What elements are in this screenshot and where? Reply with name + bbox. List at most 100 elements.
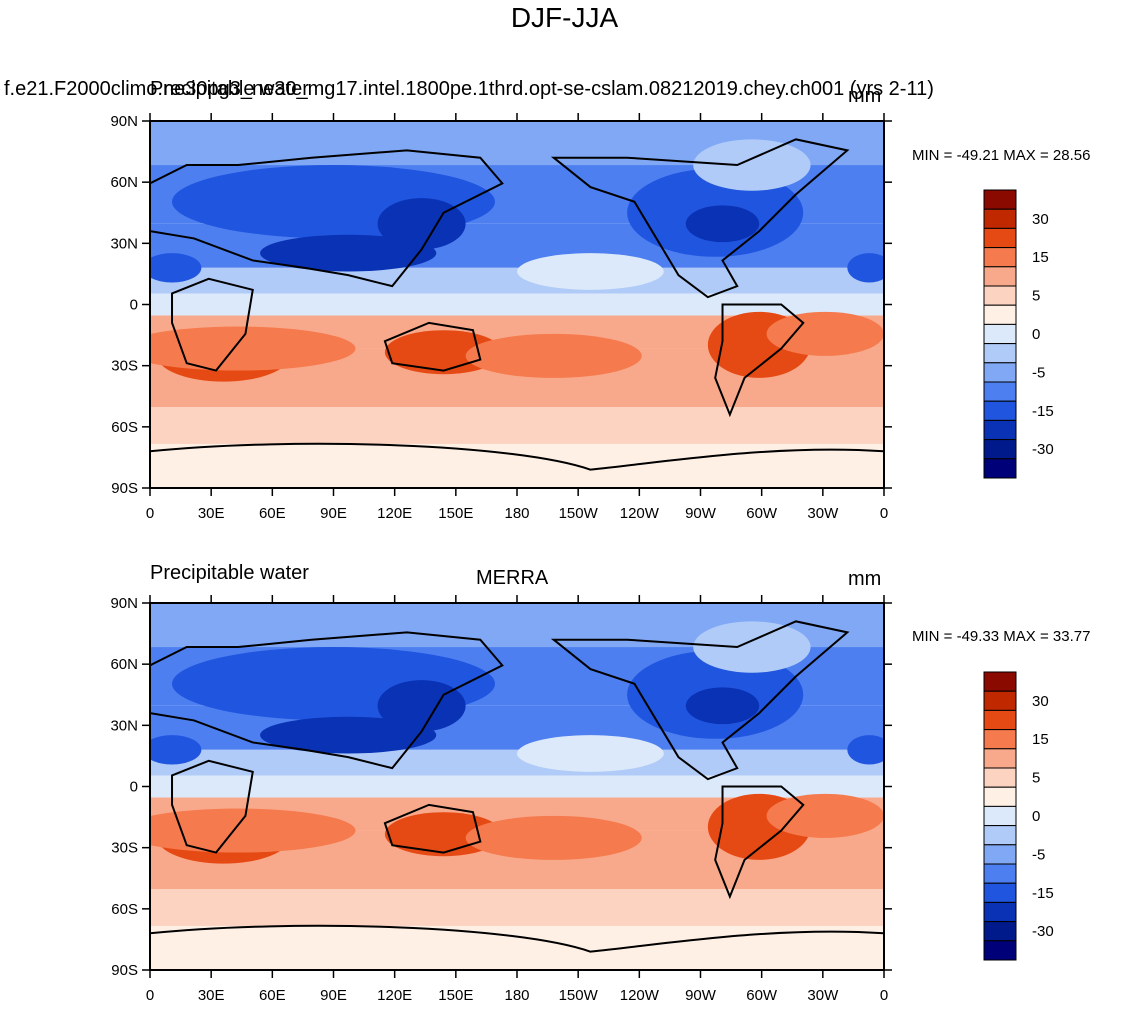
panel-1-center-label: f.e21.F2000climo.ne30pg3_ne30_mg17.intel…: [4, 78, 934, 100]
x-tick-label: 0: [146, 505, 154, 522]
figure-title: DJF-JJA: [510, 2, 619, 33]
colorbar-box: [983, 362, 1017, 383]
south-pacific-band: [465, 815, 642, 860]
colorbar-label: 5: [1032, 288, 1040, 305]
x-tick-label: 60W: [746, 505, 778, 522]
indian-ocean-band: [150, 326, 356, 371]
colorbar-box: [983, 921, 1017, 942]
indian-ocean-band: [150, 808, 356, 853]
x-tick-label: 120E: [377, 505, 412, 522]
colorbar-label: -5: [1032, 846, 1045, 863]
x-tick-label: 150E: [438, 505, 473, 522]
colorbar-label: 0: [1032, 808, 1040, 825]
x-tick-label: 120W: [620, 505, 660, 522]
eurasia-coast: [150, 631, 504, 770]
colorbar-box: [983, 940, 1017, 961]
panel-2-center-label: MERRA: [476, 567, 549, 589]
africa-coast: [171, 277, 254, 372]
colorbar-label: -30: [1032, 441, 1054, 458]
colorbar-box: [983, 439, 1017, 460]
colorbar-box: [983, 767, 1017, 788]
colorbar-box: [983, 208, 1017, 229]
north-america-coast: [550, 138, 850, 299]
field-band: [150, 293, 884, 316]
colorbar-box: [983, 343, 1017, 364]
x-tick-label: 90W: [685, 987, 717, 1004]
colorbar-label: -15: [1032, 403, 1054, 420]
australia-coast: [383, 321, 482, 372]
south-atlantic-band: [766, 311, 884, 356]
panel-2-min-max-stats: MIN = -49.33 MAX = 33.77: [912, 628, 1091, 645]
africa-north-minimum-east: [847, 735, 884, 765]
colorbar-label: 30: [1032, 211, 1049, 228]
colorbar-label: 15: [1032, 731, 1049, 748]
x-tick-label: 120E: [377, 987, 412, 1004]
y-tick-label: 90S: [111, 962, 138, 979]
colorbar-box: [983, 844, 1017, 865]
south-asia-minimum: [260, 716, 437, 754]
y-tick-label: 30N: [110, 717, 138, 734]
colorbar-box: [983, 458, 1017, 479]
south-pacific-band: [465, 333, 642, 378]
africa-north-minimum-east: [847, 253, 884, 283]
north-america-coast: [550, 620, 850, 781]
antarctica-coast: [150, 442, 884, 471]
colorbar-box: [983, 901, 1017, 923]
y-tick-label: 90S: [111, 480, 138, 497]
tropical-pacific-band: [517, 253, 664, 290]
colorbar-box: [983, 709, 1017, 731]
panel-1-left-label: Precipitable water: [150, 78, 309, 100]
colorbar-label: 5: [1032, 770, 1040, 787]
colorbar-box: [983, 671, 1017, 692]
y-tick-label: 60N: [110, 174, 138, 191]
colorbar-box: [983, 247, 1017, 268]
x-tick-label: 150E: [438, 987, 473, 1004]
y-tick-label: 30N: [110, 235, 138, 252]
x-tick-label: 60W: [746, 987, 778, 1004]
x-tick-label: 90E: [320, 505, 347, 522]
x-tick-label: 60E: [259, 987, 286, 1004]
field-band: [150, 407, 884, 444]
colorbar-label: 0: [1032, 326, 1040, 343]
field-band: [150, 267, 884, 294]
x-tick-label: 0: [880, 987, 888, 1004]
x-tick-label: 0: [146, 987, 154, 1004]
colorbar-box: [983, 323, 1017, 345]
panel-2-units-label: mm: [848, 568, 882, 590]
contour-field: [150, 121, 884, 488]
colorbar-box: [983, 419, 1017, 441]
x-tick-label: 180: [504, 505, 529, 522]
field-band: [150, 775, 884, 798]
south-asia-minimum: [260, 234, 437, 272]
panel-1-units-label: mm: [848, 85, 882, 107]
africa-coast: [171, 759, 254, 854]
colorbar-label: 15: [1032, 249, 1049, 266]
africa-north-minimum: [150, 735, 202, 765]
tropical-pacific-band: [517, 735, 664, 772]
panel-1-min-max-stats: MIN = -49.21 MAX = 28.56: [912, 147, 1091, 164]
colorbar-box: [983, 786, 1017, 807]
y-tick-label: 90N: [110, 113, 138, 130]
map-panel-1: 0 30E 60E 90E 120E 150E 180 150W 120W 90W 60W 30W 09…: [110, 113, 1054, 522]
y-tick-label: 60S: [111, 901, 138, 918]
colorbar-box: [983, 882, 1017, 903]
colorbar-box: [983, 825, 1017, 846]
south-america-coast: [714, 303, 805, 418]
colorbar-box: [983, 381, 1017, 402]
x-tick-label: 120W: [620, 987, 660, 1004]
x-tick-label: 150W: [559, 505, 599, 522]
colorbar-label: -5: [1032, 364, 1045, 381]
contour-field: [150, 603, 884, 970]
y-tick-label: 0: [130, 779, 138, 796]
greenland-light: [693, 621, 811, 673]
x-tick-label: 180: [504, 987, 529, 1004]
x-tick-label: 30E: [198, 505, 225, 522]
colorbar-box: [983, 805, 1017, 827]
africa-north-minimum: [150, 253, 202, 283]
north-america-core: [685, 687, 760, 725]
y-tick-label: 60S: [111, 419, 138, 436]
antarctica-coast: [150, 924, 884, 953]
field-band: [150, 749, 884, 776]
x-tick-label: 90E: [320, 987, 347, 1004]
south-america-coast: [714, 785, 805, 900]
